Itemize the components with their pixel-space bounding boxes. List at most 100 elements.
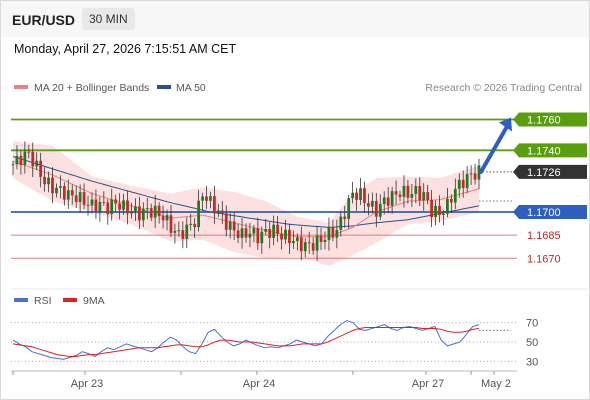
candle-body [232, 221, 236, 231]
legend-label-ma20: MA 20 + Bollinger Bands [34, 82, 149, 94]
candle-body [370, 200, 374, 207]
level-label: 1.1740 [527, 145, 561, 157]
candle-body [173, 230, 177, 233]
candle-body [47, 177, 50, 185]
candle-body [157, 205, 161, 217]
rsi-lines [12, 320, 511, 360]
level-label: 1.1670 [527, 253, 561, 265]
candle-body [35, 160, 39, 167]
level-label: 1.1760 [527, 115, 561, 127]
level-label: 1.1685 [527, 230, 561, 242]
candle-body [268, 228, 272, 238]
candle-body [363, 188, 366, 203]
level-tag-pivot [513, 205, 587, 219]
level-tag-resistance [513, 143, 587, 158]
candle-body [315, 235, 319, 251]
candle-body [367, 202, 370, 207]
candle-body [153, 205, 157, 218]
candle-body [86, 204, 90, 206]
candle-body [43, 176, 46, 185]
legend-label-ma50: MA 50 [176, 82, 206, 94]
candle-body [449, 198, 453, 203]
candle-body [406, 185, 410, 198]
candle-body [141, 208, 145, 221]
candle-body [473, 173, 477, 180]
candle-body [201, 196, 204, 201]
candle-body [189, 223, 193, 225]
candle-body [27, 151, 31, 153]
candle-body [319, 235, 323, 242]
projection-arrow [479, 117, 512, 174]
candle-body [78, 192, 82, 203]
candle-body [453, 188, 457, 203]
candle-body [402, 185, 406, 197]
candle-body [106, 202, 110, 215]
candle-body [438, 205, 441, 216]
candle-body [74, 195, 78, 203]
candle-body [394, 191, 398, 195]
level-tag-resistance [513, 112, 587, 127]
candle-body [390, 191, 394, 206]
legend-label-rsi: RSI [34, 295, 52, 307]
candle-body [418, 186, 422, 201]
x-tick-label: Apr 24 [243, 378, 275, 390]
candle-body [303, 242, 307, 252]
rsi-ma-line [12, 327, 480, 357]
candle-body [292, 240, 295, 244]
timeframe-badge[interactable]: 30 MIN [82, 8, 135, 30]
header-bar: EUR/USD 30 MIN [1, 1, 589, 37]
candle-body [220, 210, 224, 214]
rsi-tick-label: 50 [526, 337, 538, 349]
legend-swatch-ma20 [14, 85, 28, 89]
ma50-line [12, 156, 480, 228]
candle-body [240, 228, 244, 239]
candle-body [55, 187, 58, 194]
level-label: 1.1726 [527, 167, 561, 179]
candle-body [430, 200, 433, 218]
candle-body [31, 151, 35, 167]
candle-body [244, 228, 248, 238]
candle-body [228, 221, 232, 230]
candle-body [169, 215, 173, 233]
candle-body [193, 223, 197, 228]
candle-body [205, 196, 208, 201]
candle-body [477, 165, 481, 180]
candle-body [260, 231, 264, 244]
candle-body [410, 193, 414, 198]
candle-body [307, 242, 311, 244]
timestamp: Monday, April 27, 2026 7:15:51 AM CET [14, 42, 237, 56]
candle-body [457, 179, 461, 189]
level-labels: 1.1760 1.1740 1.1726 1.1700 1.1685 1.1670 [513, 112, 587, 265]
level-label: 1.1700 [527, 207, 561, 219]
candle-body [216, 210, 220, 214]
candle-body [288, 229, 291, 244]
candle-body [15, 155, 19, 165]
candle-body [461, 179, 465, 189]
candle-body [90, 199, 94, 206]
candle-body [82, 192, 86, 205]
candle-body [114, 199, 118, 204]
x-tick-label: May 2 [481, 378, 511, 390]
rsi-tick-labels: 70 50 30 [526, 318, 538, 369]
rsi-tick-label: 30 [526, 356, 538, 368]
candle-body [51, 177, 54, 194]
candle-body [149, 208, 153, 218]
instrument-title: EUR/USD [12, 12, 76, 28]
candle-body [102, 202, 106, 204]
candle-body [62, 186, 66, 200]
candle-body [252, 228, 256, 234]
candle-body [422, 192, 426, 201]
candle-body [323, 240, 327, 242]
candle-body [161, 216, 165, 221]
candle-body [118, 203, 122, 210]
candle-body [122, 200, 125, 210]
candlesticks [11, 141, 481, 261]
candle-body [70, 190, 74, 196]
candle-body [213, 196, 216, 214]
candle-body [386, 197, 390, 206]
candle-body [378, 203, 382, 217]
candle-body [359, 188, 362, 200]
rsi-tick-label: 70 [526, 318, 538, 330]
candle-body [110, 199, 114, 215]
